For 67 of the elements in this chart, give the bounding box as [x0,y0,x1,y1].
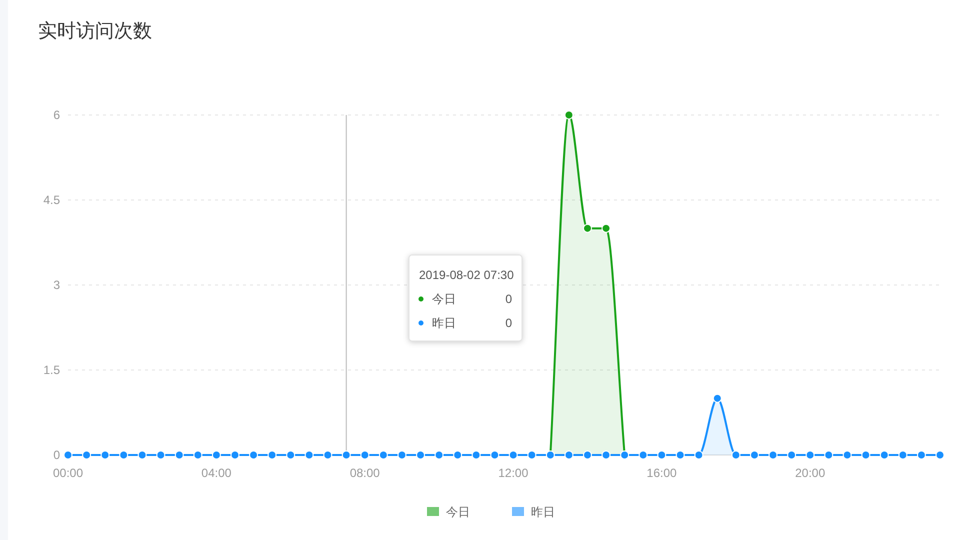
point [602,450,611,460]
y-tick-label: 3 [53,278,60,292]
point [453,450,462,460]
point [156,450,166,460]
point [378,450,388,460]
annotation: 昨日 [432,316,456,330]
point [694,450,704,460]
x-tick-label: 12:00 [498,466,529,480]
point [268,450,277,460]
point [657,450,666,460]
point [174,450,184,460]
x-tick-label: 16:00 [646,466,678,480]
point [397,450,406,460]
point [712,394,722,403]
point [82,450,92,460]
y-tick-label: 6 [53,108,60,122]
point [750,450,759,460]
point [138,450,147,460]
point [916,450,926,460]
point [527,450,536,460]
annotation: 今日 [432,292,456,306]
point [824,450,834,460]
point [768,450,778,460]
point [249,450,258,460]
point [676,450,685,460]
point [193,450,202,460]
point [323,450,332,460]
x-tick-label: 20:00 [795,466,826,480]
point [787,450,796,460]
legend-label: 今日 [446,505,470,519]
point [490,450,500,460]
point [564,450,574,460]
point [100,450,110,460]
x-tick-label: 04:00 [201,466,232,480]
point [880,450,889,460]
point [731,450,740,460]
x-tick-label: 00:00 [52,466,84,480]
annotation: 2019-08-02 07:30 [419,268,514,282]
point [898,450,908,460]
point [472,450,481,460]
point [304,450,314,460]
point [342,450,351,460]
annotation: 0 [505,316,512,330]
point [416,450,426,460]
point [286,450,296,460]
point [434,450,444,460]
point [582,450,592,460]
point [582,224,592,233]
point [230,450,240,460]
point [936,450,944,460]
annotation: 0 [505,292,512,306]
point [360,450,370,460]
point [212,450,221,460]
point [842,450,852,460]
point [638,450,648,460]
y-tick-label: 4.5 [43,193,60,207]
y-tick-label: 1.5 [43,363,60,377]
point [64,450,72,460]
x-tick-label: 08:00 [350,466,380,480]
chart-title: 实时访问次数 [38,20,152,42]
legend-label: 昨日 [531,505,555,519]
point [119,450,128,460]
y-tick-label: 0 [53,448,60,462]
point [508,450,518,460]
point [861,450,870,460]
point [564,110,574,120]
point [806,450,815,460]
